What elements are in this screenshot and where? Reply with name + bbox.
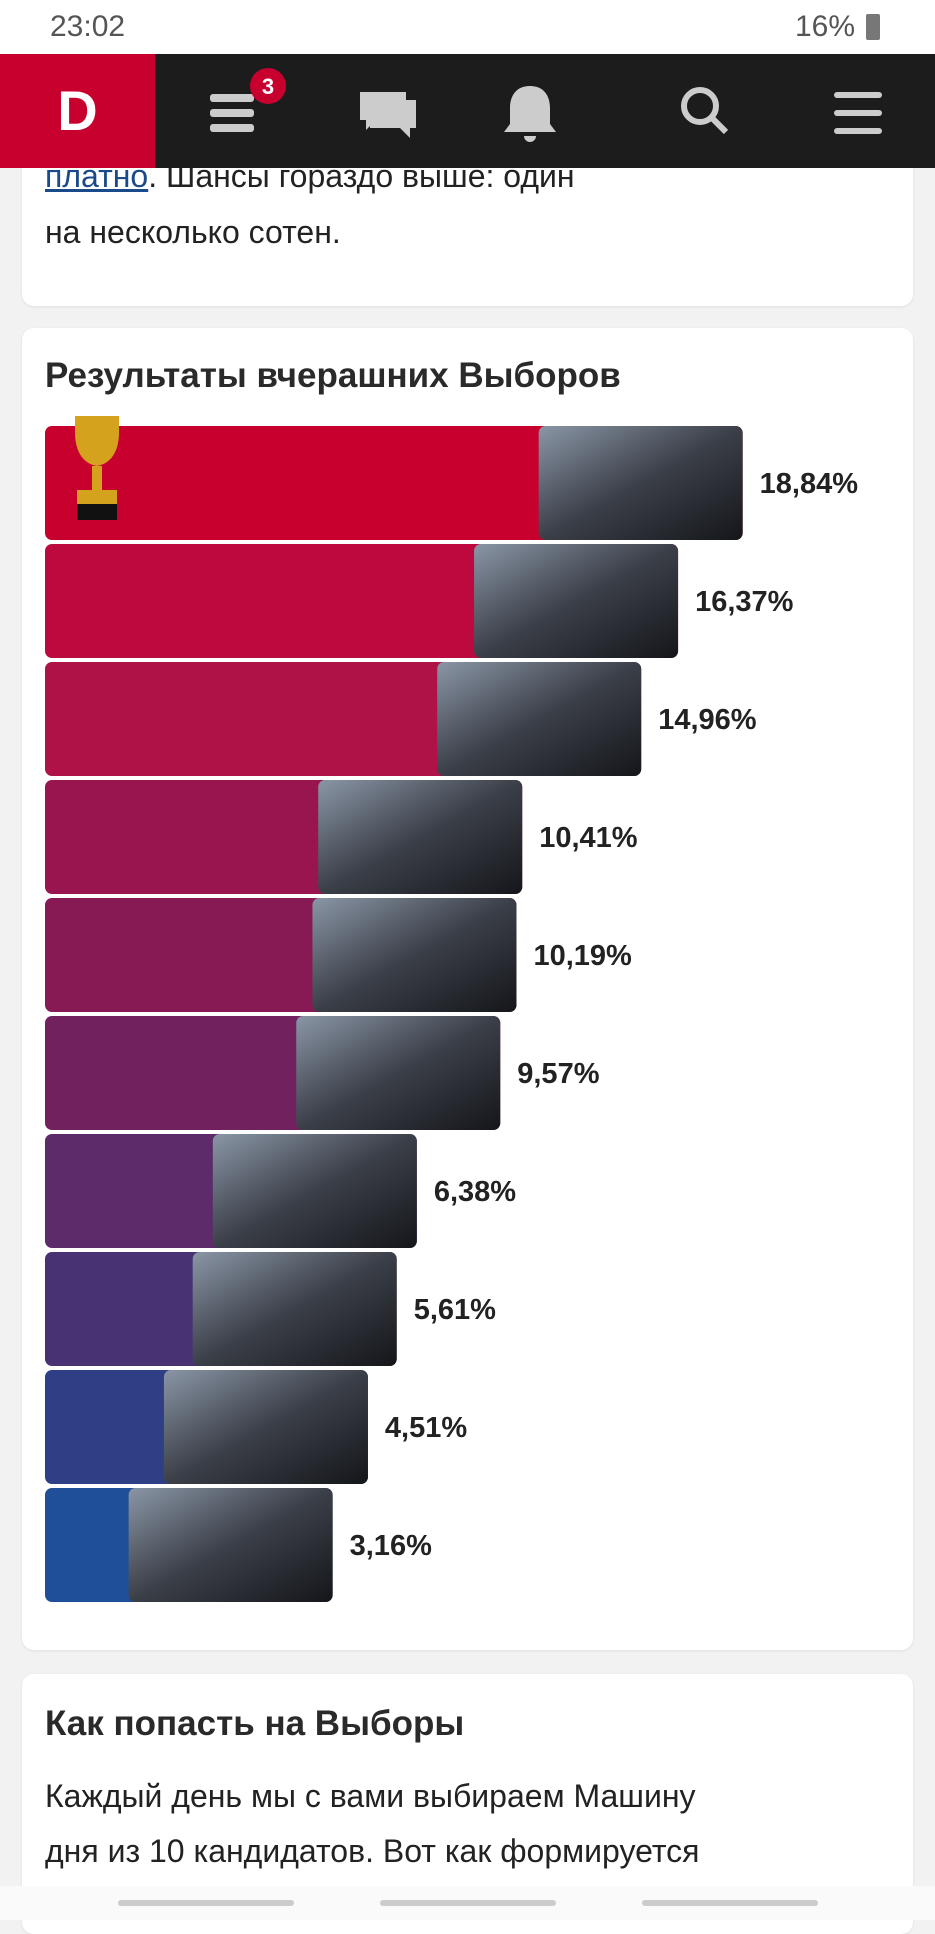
value-label: 18,84%: [760, 468, 859, 500]
nav-handle[interactable]: [380, 1900, 556, 1906]
car-photo: [296, 1016, 501, 1130]
menu-icon[interactable]: [834, 92, 882, 134]
nav-bar: D 3: [0, 54, 935, 168]
nav-handle[interactable]: [118, 1900, 294, 1906]
system-nav: [0, 1886, 935, 1920]
battery-icon: [866, 14, 880, 40]
badge-bg: [250, 68, 286, 104]
chart-title: Результаты вчерашних Выборов: [45, 356, 621, 395]
value-label: 6,38%: [434, 1176, 516, 1208]
feed-icon[interactable]: [210, 94, 254, 132]
article-line: на несколько сотен.: [45, 214, 341, 250]
value-label: 10,41%: [539, 822, 638, 854]
value-label: 5,61%: [414, 1294, 496, 1326]
value-label: 9,57%: [517, 1058, 599, 1090]
car-photo: [192, 1252, 397, 1366]
section-line: дня из 10 кандидатов. Вот как формируетс…: [45, 1833, 700, 1869]
status-bar: 23:02 16%: [0, 0, 935, 54]
value-label: 4,51%: [385, 1412, 467, 1444]
trophy: [75, 416, 119, 520]
time: 23:02: [50, 10, 126, 43]
car-photo: [312, 898, 517, 1012]
value-label: 14,96%: [658, 704, 757, 736]
value-label: 3,16%: [350, 1530, 432, 1562]
car-photo: [318, 780, 523, 894]
car-photo: [128, 1488, 333, 1602]
chat-icon[interactable]: [360, 92, 416, 138]
car-photo: [437, 662, 642, 776]
trophy-base: [77, 504, 117, 520]
nav-icons: 3: [210, 68, 882, 142]
search-icon[interactable]: [681, 87, 729, 135]
battery: 16%: [795, 10, 856, 43]
logo[interactable]: D: [0, 54, 155, 168]
bell-icon[interactable]: [504, 86, 556, 142]
value-label: 10,19%: [533, 940, 632, 972]
value-label: 16,37%: [695, 586, 794, 618]
car-photo: [538, 426, 743, 540]
section-line: Каждый день мы с вами выбираем Машину: [45, 1778, 696, 1814]
badge: 3: [262, 74, 274, 99]
nav-handle[interactable]: [642, 1900, 818, 1906]
section-title: Как попасть на Выборы: [45, 1704, 465, 1743]
bar-chart: 18,84% 16,37% 14,96% 10,41% 10,19% 9,57% 6,38%…: [45, 416, 859, 1602]
results-card: Результаты вчерашних Выборов 18,84% 16,37…: [22, 328, 913, 1650]
car-photo: [212, 1134, 417, 1248]
car-photo: [163, 1370, 368, 1484]
car-photo: [474, 544, 679, 658]
